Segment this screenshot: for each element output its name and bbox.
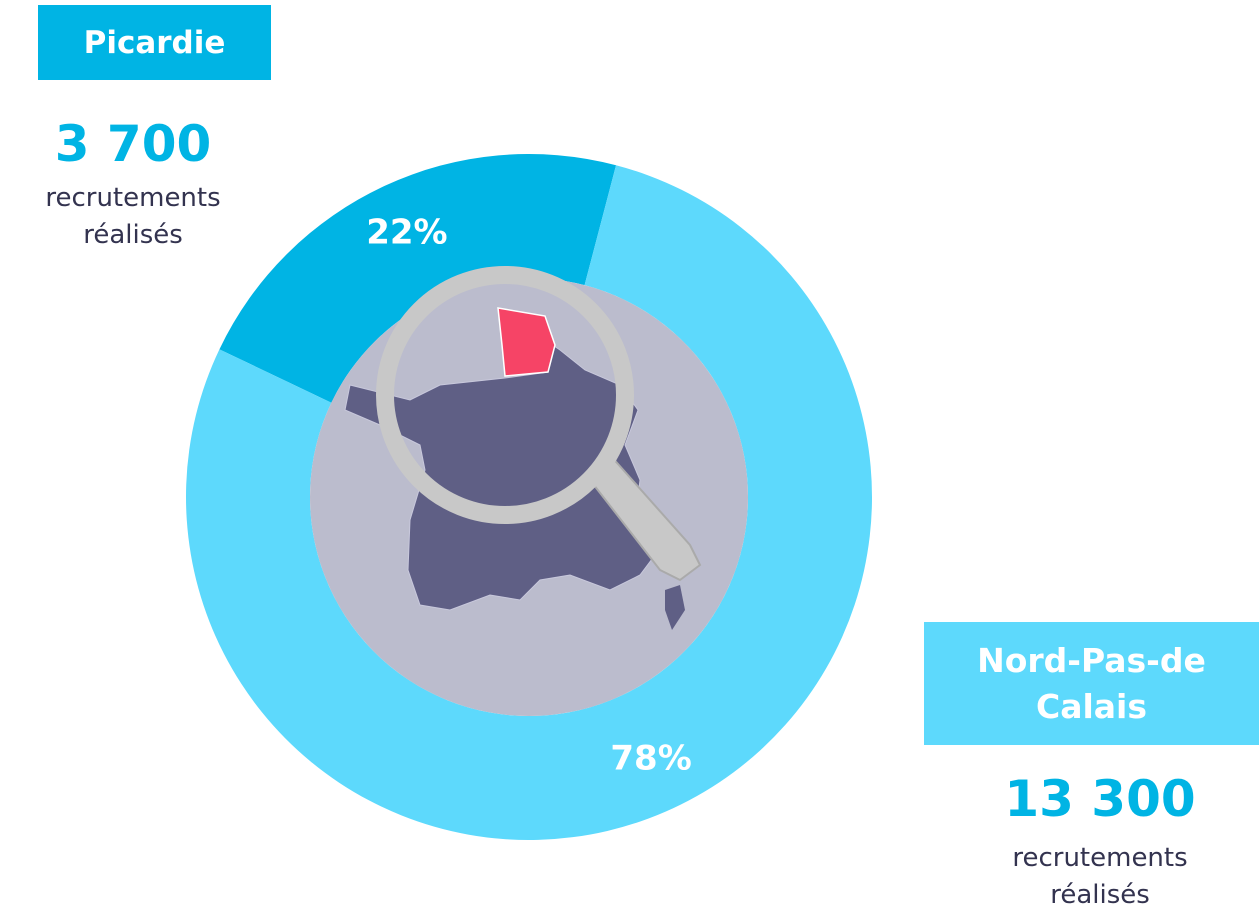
donut-slice (219, 154, 617, 403)
donut-slice (186, 165, 873, 840)
slice-label: 22% (366, 212, 447, 252)
slice-label: 78% (610, 739, 691, 779)
region-title: Nord-Pas-de Calais (924, 622, 1259, 745)
region-title: Picardie (38, 5, 271, 80)
total-caption: recrutements réalisés (1012, 843, 1188, 910)
map (344, 266, 702, 630)
total-value: 3 700 (54, 115, 212, 173)
total-value: 13 300 (1004, 770, 1196, 828)
total-caption: recrutements réalisés (45, 183, 221, 250)
